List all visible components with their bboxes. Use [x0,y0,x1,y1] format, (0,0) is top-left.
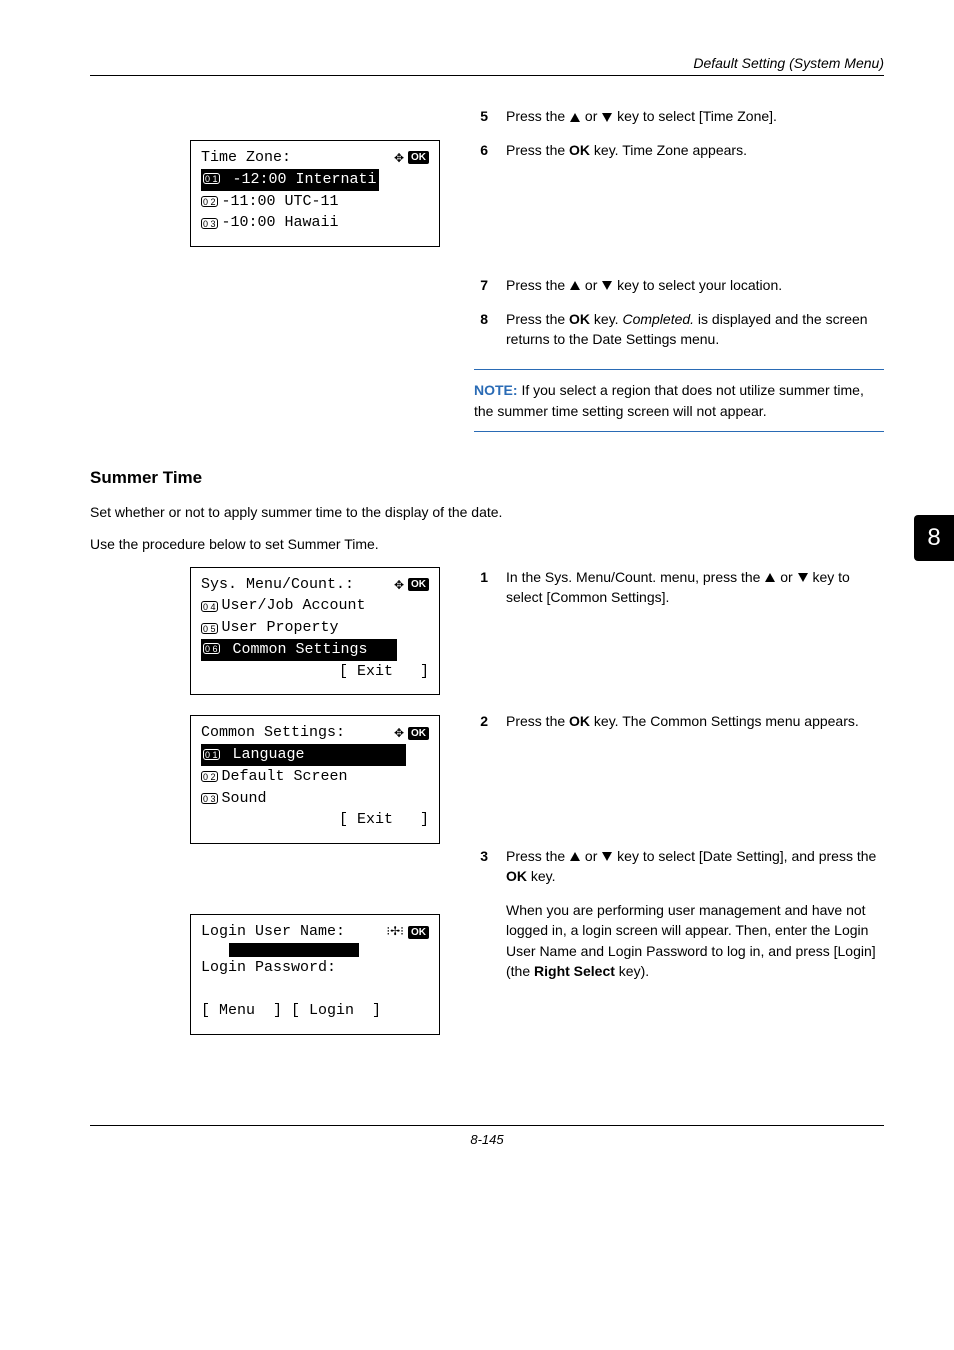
lcd-icons: ✥ OK [394,151,429,164]
lcd-common-settings: Common Settings: ✥ OK 0 1 Language 0 2 D… [190,715,440,844]
nav-arrows-icon: ✥ [394,152,404,164]
ok-icon: OK [408,926,429,939]
lcd-icons: ⁝✢⁝ OK [386,923,429,940]
step-2: 2 Press the OK key. The Common Settings … [474,711,884,731]
section-heading: Summer Time [90,468,884,488]
page-number: 8-145 [470,1132,503,1147]
lcd-title: Time Zone: [201,147,291,169]
ok-icon: OK [408,578,429,591]
lcd-title: Common Settings: [201,722,345,744]
step-8: 8 Press the OK key. Completed. is displa… [474,309,884,350]
chapter-tab: 8 [914,515,954,561]
up-icon [570,113,580,122]
ok-icon: OK [408,151,429,164]
up-icon [765,573,775,582]
lcd-time-zone: Time Zone: ✥ OK 0 1 -12:00 Internati 0 2… [190,140,440,247]
step-6: 6 Press the OK key. Time Zone appears. [474,140,884,160]
note-label: NOTE: [474,382,518,398]
lcd-login: Login User Name: ⁝✢⁝ OK Login Password: … [190,914,440,1035]
lcd-title: Login User Name: [201,921,345,943]
step-1: 1 In the Sys. Menu/Count. menu, press th… [474,567,884,608]
cursor-icon: ⁝✢⁝ [386,923,404,940]
up-icon [570,281,580,290]
lcd-icons: ✥ OK [394,578,429,591]
up-icon [570,852,580,861]
header-title: Default Setting (System Menu) [693,55,884,71]
text-input-cursor [229,943,359,957]
step-7: 7 Press the or key to select your locati… [474,275,884,295]
section-para-1: Set whether or not to apply summer time … [90,502,884,522]
step-3: 3 Press the or key to select [Date Setti… [474,846,884,982]
page-footer: 8-145 [90,1125,884,1147]
section-para-2: Use the procedure below to set Summer Ti… [90,534,884,554]
ok-icon: OK [408,727,429,740]
down-icon [602,852,612,861]
lcd-title: Sys. Menu/Count.: [201,574,354,596]
step-5: 5 Press the or key to select [Time Zone]… [474,106,884,126]
nav-arrows-icon: ✥ [394,727,404,739]
nav-arrows-icon: ✥ [394,579,404,591]
down-icon [602,281,612,290]
down-icon [798,573,808,582]
down-icon [602,113,612,122]
note-box: NOTE: If you select a region that does n… [474,369,884,432]
lcd-sys-menu: Sys. Menu/Count.: ✥ OK 0 4 User/Job Acco… [190,567,440,696]
lcd-icons: ✥ OK [394,727,429,740]
page-header: Default Setting (System Menu) [90,55,884,76]
